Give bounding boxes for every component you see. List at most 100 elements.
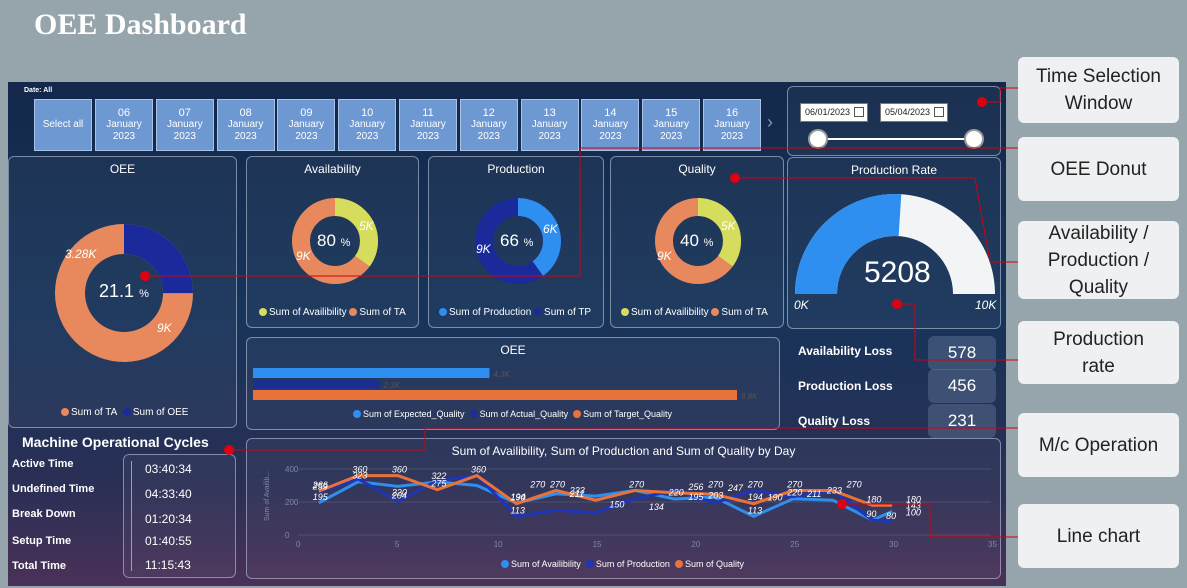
data-label: 360 (471, 465, 486, 475)
date-slicer-label: Date: All (24, 87, 53, 94)
date-tile-month: January (410, 119, 446, 130)
availability-label-b: 9K (296, 249, 311, 263)
bar-0 (253, 368, 490, 378)
data-label: 270 (549, 479, 565, 489)
quality-label-a: 5K (721, 219, 736, 233)
date-tile-day: 10 (361, 107, 374, 119)
legend-production: Sum of Production (595, 559, 670, 569)
data-label: 194 (748, 492, 763, 502)
data-label: 220 (391, 488, 407, 498)
date-tile[interactable]: 09 January 2023 (277, 99, 336, 151)
date-tile[interactable]: 16 January 2023 (703, 99, 761, 151)
data-label: 247 (727, 483, 744, 493)
date-tile-year: 2023 (416, 131, 440, 142)
data-label: 180 (906, 494, 921, 504)
line-chart-panel: Sum of Availibility, Sum of Production a… (246, 438, 1001, 579)
range-slider-track[interactable] (810, 138, 974, 140)
legend-dot (501, 560, 509, 568)
data-label: 259 (312, 481, 328, 491)
break-down-value: 01:20:34 (145, 512, 192, 526)
data-label: 323 (352, 471, 367, 481)
availability-panel: Availability 80 % 5K 9K Sum of Availibil… (246, 156, 419, 328)
page-title: OEE Dashboard (34, 8, 247, 41)
production-center-number: 66 (500, 231, 519, 250)
data-label: 360 (352, 465, 367, 475)
date-tile-day: 06 (117, 107, 131, 119)
date-tile[interactable]: 07 January 2023 (155, 99, 214, 151)
x-tick-label: 20 (691, 540, 700, 549)
date-tile[interactable]: 15 January 2023 (642, 99, 701, 151)
data-label: 194 (510, 492, 525, 502)
date-tile-day: 14 (604, 107, 617, 119)
oee-bar-legend: Sum of Expected_Quality Sum of Actual_Qu… (353, 409, 672, 419)
oee-label: 3.28K (65, 247, 97, 261)
y-tick-label: 0 (285, 531, 290, 540)
bar-label-1: 2.3K (383, 381, 401, 390)
oee-donut-chart (55, 224, 193, 362)
calendar-icon[interactable] (934, 107, 944, 117)
oee-center-value: 21.1 % (99, 281, 149, 302)
data-label: 256 (687, 482, 703, 492)
legend-availability: Sum of Availibility (631, 307, 709, 318)
legend-ta: Sum of TA (359, 307, 406, 318)
end-date-input[interactable]: 05/04/2023 (880, 103, 948, 122)
production-rate-value: 5208 (864, 256, 931, 289)
x-tick-label: 10 (494, 540, 503, 549)
bar-label-0: 4.3K (494, 370, 511, 379)
date-tile[interactable]: 12 January 2023 (459, 99, 518, 151)
oee-donut-legend: Sum of TA Sum of OEE (61, 407, 188, 418)
oee-bar-panel: OEE 4.3K 2.3K 8.8K Sum of Expected_Quality… (246, 337, 780, 430)
oee-donut-title: OEE (109, 162, 136, 176)
date-tile-day: 08 (239, 107, 252, 119)
date-tile[interactable]: 06 January 2023 (95, 99, 153, 151)
legend-dot (259, 308, 267, 316)
data-label: 113 (510, 505, 524, 515)
undefined-time-label: Undefined Time (12, 483, 95, 495)
quality-panel: Quality 40 % 5K 9K Sum of Availibility S… (610, 156, 784, 328)
start-date-input[interactable]: 06/01/2023 (800, 103, 868, 122)
callout-time-selection: Time Selection Window (1018, 57, 1179, 123)
calendar-icon[interactable] (854, 107, 864, 117)
date-tile[interactable]: 11 January 2023 (399, 99, 457, 151)
legend-tp: Sum of TP (544, 307, 592, 318)
callout-line-chart: Line chart (1018, 504, 1179, 568)
select-all-tile[interactable]: Select all (34, 99, 92, 151)
date-tile[interactable]: 10 January 2023 (338, 99, 397, 151)
oee-bar-title: OEE (500, 343, 526, 357)
data-label: 270 (846, 479, 862, 489)
date-tile[interactable]: 14 January 2023 (581, 99, 640, 151)
data-label: 211 (569, 489, 584, 499)
time-range-panel: 06/01/2023 05/04/2023 (787, 86, 1001, 156)
date-tile-day: 11 (422, 107, 434, 119)
date-tile[interactable]: 13 January 2023 (520, 99, 579, 151)
legend-target: Sum of Target_Quality (583, 409, 673, 419)
start-date-value: 06/01/2023 (805, 107, 851, 117)
series-line-2 (318, 473, 893, 507)
data-label: 134 (649, 502, 664, 512)
x-tick-label: 0 (296, 540, 301, 549)
date-tile-day: 16 (725, 107, 739, 119)
range-slider-end-handle[interactable] (964, 129, 984, 149)
undefined-time-value: 04:33:40 (145, 487, 192, 501)
production-legend: Sum of Production Sum of TP (439, 307, 591, 318)
date-tile[interactable]: 08 January 2023 (216, 99, 275, 151)
production-panel: Production 66 % 6K 9K Sum of Production … (428, 156, 604, 328)
availability-center-value: 80 % (317, 231, 350, 251)
range-slider-start-handle[interactable] (808, 129, 828, 149)
availability-center-number: 80 (317, 231, 336, 250)
legend-availability: Sum of Availibility (511, 559, 581, 569)
date-tile-year: 2023 (234, 131, 257, 142)
chevron-right-icon[interactable]: › (767, 112, 773, 132)
bar-1 (253, 379, 380, 389)
availability-legend: Sum of Availibility Sum of TA (259, 307, 406, 318)
oee-center-number: 21.1 (99, 281, 135, 301)
gauge-min-label: 0K (794, 298, 809, 312)
series-line-1 (318, 474, 893, 524)
data-label: 150 (609, 499, 624, 509)
data-label: 190 (510, 493, 525, 503)
oee-bar-chart: 4.3K 2.3K 8.8K (253, 368, 758, 401)
setup-time-label: Setup Time (12, 535, 72, 547)
availability-label-a: 5K (359, 219, 374, 233)
quality-legend: Sum of Availibility Sum of TA (621, 307, 768, 318)
date-tile-year: 2023 (538, 131, 561, 142)
